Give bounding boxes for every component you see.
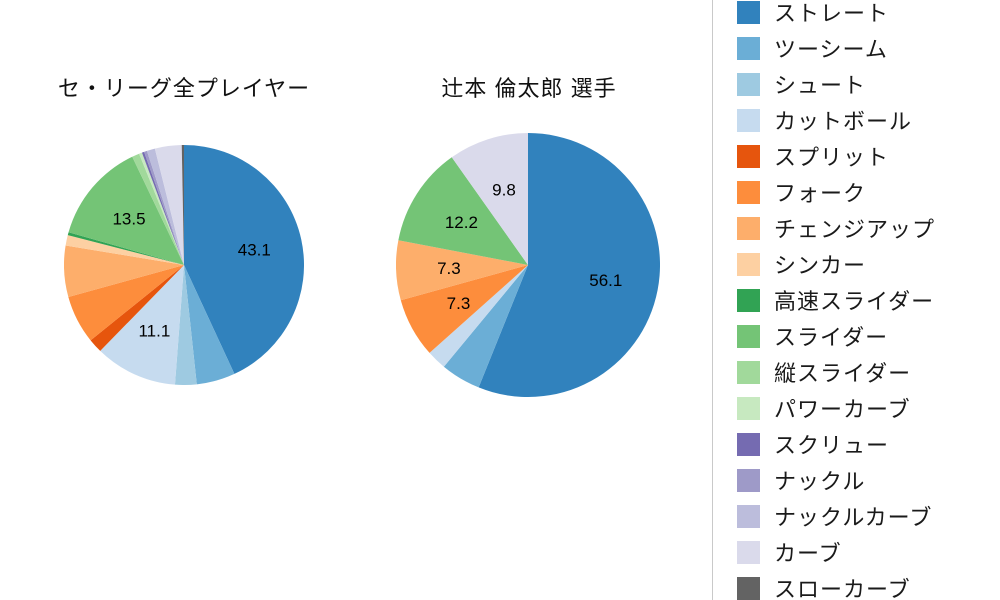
left-pie-title: セ・リーグ全プレイヤー — [57, 76, 311, 101]
pie-slice — [132, 153, 184, 265]
legend-item: 縦スライダー — [737, 354, 1000, 390]
pie-slice — [174, 265, 197, 385]
pie-slice-value-label: 13.5 — [112, 210, 145, 229]
legend-color-swatch — [737, 180, 760, 204]
legend-label: スライダー — [774, 325, 889, 350]
legend-item: スクリュー — [737, 426, 1000, 462]
pie-slice — [67, 232, 184, 265]
pie-slice — [396, 240, 528, 301]
legend-color-swatch — [737, 144, 760, 168]
legend-label: スローカーブ — [774, 577, 911, 600]
legend-label: スクリュー — [774, 433, 890, 458]
right-pie-title: 辻本 倫太郎 選手 — [441, 76, 617, 101]
pie-slice-value-label: 9.8 — [492, 181, 516, 200]
pie-slice — [141, 151, 184, 265]
pie-slice — [184, 265, 235, 385]
pie-slice — [65, 235, 184, 265]
pie-slice-value-label: 12.2 — [445, 213, 478, 232]
legend-label: 高速スライダー — [774, 289, 935, 314]
league-pitch-mix-pie-chart: 43.1 11.1 13.5 — [64, 145, 304, 385]
legend-item: ストレート — [737, 0, 1000, 30]
legend-item: スプリット — [737, 138, 1000, 174]
legend-label: シュート — [774, 73, 867, 98]
legend-item: スローカーブ — [737, 570, 1000, 600]
legend-color-swatch — [737, 468, 760, 492]
legend-item: ナックル — [737, 462, 1000, 498]
legend-item: スライダー — [737, 318, 1000, 354]
legend-label: 縦スライダー — [774, 361, 912, 386]
legend-label: カーブ — [774, 541, 842, 566]
legend-label: ストレート — [774, 1, 890, 26]
legend-label: シンカー — [774, 253, 867, 278]
pie-slice-value-label: 7.3 — [447, 294, 471, 313]
pie-slice-value-label: 56.1 — [589, 271, 622, 290]
legend-label: スプリット — [774, 145, 890, 170]
legend-color-swatch — [737, 108, 760, 132]
legend-item: カットボール — [737, 102, 1000, 138]
pie-slice — [139, 152, 184, 265]
pitch-type-legend: ストレートツーシームシュートカットボール スプリットフォークチェンジアップ シンカー… — [712, 0, 1000, 600]
legend-item: シンカー — [737, 246, 1000, 282]
pie-slice — [184, 145, 304, 374]
pie-slice — [429, 265, 528, 367]
pie-slice — [100, 265, 184, 385]
legend-item: チェンジアップ — [737, 210, 1000, 246]
pie-slice — [68, 156, 184, 265]
legend-item: パワーカーブ — [737, 390, 1000, 426]
legend-color-swatch — [737, 72, 760, 96]
pie-slice — [451, 133, 528, 265]
player-pitch-mix-pie-chart: 56.1 7.3 7.3 12.2 9.8 — [396, 133, 660, 397]
legend-label: ナックルカーブ — [774, 505, 933, 530]
legend-label: ナックル — [774, 469, 866, 494]
pie-slice — [146, 148, 184, 265]
legend-color-swatch — [737, 288, 760, 312]
pie-slice — [154, 145, 184, 265]
legend-color-swatch — [737, 432, 760, 456]
pie-slice-value-label: 43.1 — [238, 241, 271, 260]
legend-color-swatch — [737, 540, 760, 564]
pie-slice — [398, 157, 528, 265]
legend-item: 高速スライダー — [737, 282, 1000, 318]
legend-item: カーブ — [737, 534, 1000, 570]
legend-color-swatch — [737, 252, 760, 276]
legend-color-swatch — [737, 360, 760, 384]
pie-slice — [443, 265, 528, 388]
legend-color-swatch — [737, 0, 760, 24]
legend-item: ナックルカーブ — [737, 498, 1000, 534]
legend-color-swatch — [737, 576, 760, 600]
legend-color-swatch — [737, 216, 760, 240]
pie-slice — [181, 145, 184, 265]
pie-slice — [90, 265, 184, 351]
legend-color-swatch — [737, 36, 760, 60]
legend-item: シュート — [737, 66, 1000, 102]
pie-slice-value-label: 11.1 — [138, 322, 170, 341]
legend-color-swatch — [737, 396, 760, 420]
pie-slice — [64, 245, 184, 298]
legend-item: フォーク — [737, 174, 1000, 210]
pie-slice — [400, 265, 528, 353]
legend-color-swatch — [737, 324, 760, 348]
legend-color-swatch — [737, 504, 760, 528]
legend-item: ツーシーム — [737, 30, 1000, 66]
legend-label: チェンジアップ — [774, 217, 936, 242]
pie-slice-value-label: 7.3 — [437, 259, 461, 278]
legend-label: ツーシーム — [774, 37, 888, 62]
pie-slice — [478, 133, 660, 397]
pie-slice — [144, 150, 184, 265]
legend-label: フォーク — [774, 181, 867, 206]
pie-slice — [68, 265, 184, 341]
legend-label: カットボール — [774, 109, 913, 134]
legend-label: パワーカーブ — [774, 397, 911, 422]
